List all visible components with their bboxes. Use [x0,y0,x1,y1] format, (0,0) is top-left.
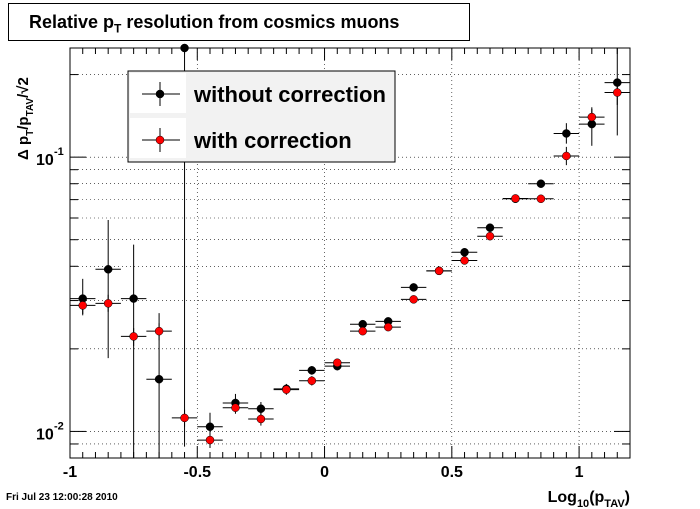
timestamp: Fri Jul 23 12:00:28 2010 [6,492,118,503]
x-tick-label: 0 [320,464,329,481]
data-point-with-correction [307,376,317,386]
data-point-without-correction [562,129,571,138]
data-point-without-correction [205,422,215,431]
legend-label: without correction [193,82,386,107]
title-main: Relative p [29,12,115,32]
y-axis-label: Δ pT/pTAV/√2 [15,77,36,160]
legend-marker [155,89,165,99]
data-point-with-correction [205,435,215,445]
data-point-with-correction [282,385,291,394]
data-point-with-correction [562,151,571,161]
data-point-without-correction [460,248,469,257]
data-point-with-correction [180,413,189,423]
data-point-with-correction [613,88,622,97]
x-tick-label: -1 [63,464,77,481]
data-point-with-correction [231,403,240,412]
x-tick-label: -0.5 [183,464,211,481]
data-point-without-correction [536,179,546,188]
data-point-with-correction [103,299,113,308]
data-point-without-correction [180,43,189,53]
chart-title: Relative pT resolution from cosmics muon… [8,3,470,41]
data-point-with-correction [256,414,266,424]
data-point-with-correction [358,326,367,336]
data-point-without-correction [485,223,495,232]
y-tick-label: 10 [36,426,54,443]
data-point-with-correction [434,266,444,276]
x-tick-label: 0.5 [441,464,463,481]
data-point-with-correction [154,326,164,336]
data-point-with-correction [129,332,138,341]
legend-marker [155,135,165,145]
data-point-with-correction [485,231,495,241]
y-tick-exponent: -2 [54,420,64,432]
data-point-without-correction [409,283,418,292]
data-point-with-correction [587,112,597,122]
x-axis-label: Log10(pTAV) [548,489,630,509]
data-point-with-correction [536,194,546,204]
title-rest: resolution from cosmics muons [121,12,400,32]
data-point-with-correction [409,295,418,304]
data-point-with-correction [78,301,87,310]
data-point-with-correction [460,256,469,265]
title-subscript: T [114,21,122,36]
data-point-with-correction [383,322,393,332]
x-tick-label: 1 [575,464,584,481]
data-point-with-correction [511,194,520,203]
data-point-without-correction [307,366,317,375]
data-point-without-correction [154,374,164,384]
legend-label: with correction [193,128,352,153]
y-tick-exponent: -1 [54,146,64,158]
data-point-without-correction [256,404,266,413]
data-point-with-correction [333,358,342,367]
data-point-without-correction [129,294,138,303]
y-tick-label: 10 [36,152,54,169]
data-point-without-correction [103,265,113,274]
